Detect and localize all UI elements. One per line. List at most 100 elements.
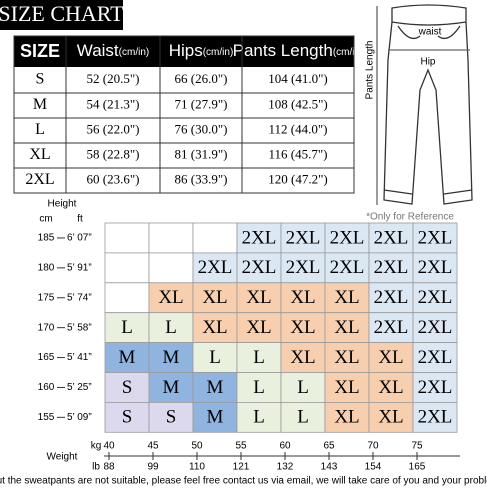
- note: *Only for Reference: [366, 212, 454, 223]
- table-cell: L: [35, 121, 45, 138]
- size-label: XL: [158, 287, 183, 308]
- footer: If you find out the sweatpants are not s…: [0, 476, 487, 487]
- grid-cell: [148, 282, 194, 314]
- table-header-bg: [14, 36, 354, 67]
- table-border: [13, 35, 355, 194]
- height-ft: 5’ 74”: [67, 292, 92, 303]
- header-cell: Pants Length(cm/in): [233, 41, 364, 60]
- pants-drawing: [376, 4, 473, 205]
- grid-cell: [104, 252, 150, 284]
- table-cell: M: [33, 96, 47, 113]
- table-cell: 52 (20.5"): [87, 71, 140, 86]
- weight-lb: 165: [409, 462, 426, 473]
- ft-unit: ft: [77, 214, 83, 225]
- weight-kg: 45: [147, 441, 159, 452]
- size-label: 2XL: [242, 257, 277, 278]
- header-label: SIZE: [20, 41, 60, 61]
- grid-cell: [368, 401, 414, 433]
- kg-unit: kg: [91, 441, 102, 452]
- size-label: 2XL: [418, 407, 453, 428]
- table-cell: 108 (42.5"): [268, 96, 327, 111]
- weight-kg: 60: [279, 441, 291, 452]
- size-label: 2XL: [418, 317, 453, 338]
- size-label: XL: [246, 317, 271, 338]
- size-label: 2XL: [374, 257, 409, 278]
- weight-title: Weight: [47, 452, 78, 463]
- size-label: XL: [290, 317, 315, 338]
- header-label: Pants Length: [233, 41, 333, 60]
- grid-cell: [192, 401, 238, 433]
- size-label: 2XL: [418, 377, 453, 398]
- size-label: L: [253, 407, 265, 428]
- size-label: S: [166, 407, 177, 428]
- grid-cell: [280, 312, 326, 344]
- size-label: 2XL: [286, 227, 321, 248]
- header-unit: (cm/in): [333, 47, 364, 58]
- grid-cell: [412, 282, 458, 314]
- height-ft: 5’ 91”: [67, 262, 92, 273]
- grid-cell: [324, 401, 370, 433]
- size-label: 2XL: [374, 317, 409, 338]
- table-cell: 104 (41.0"): [268, 71, 327, 86]
- grid-cell: [280, 222, 326, 254]
- weight-lb: 121: [233, 462, 250, 473]
- size-label: 2XL: [198, 257, 233, 278]
- size-label: S: [122, 377, 133, 398]
- height-title: Height: [48, 199, 77, 210]
- grid-cell: [412, 401, 458, 433]
- weight-kg: 65: [323, 441, 335, 452]
- header-cell: Waist(cm/in): [77, 41, 149, 60]
- size-label: 2XL: [330, 227, 365, 248]
- table-cell: 54 (21.3"): [87, 96, 140, 111]
- grid-cell: [148, 312, 194, 344]
- size-label: XL: [246, 287, 271, 308]
- size-label: M: [119, 347, 136, 368]
- grid-cell: [280, 342, 326, 373]
- grid-cell: [368, 282, 414, 314]
- size-grid: 2XL 2XL 2XL 2XL 2XL 2XL 2XL 2XL 2XL 2XL 2XL XL XL XL X…: [38, 222, 458, 473]
- grid-cell: [368, 312, 414, 344]
- size-label: M: [163, 377, 180, 398]
- height-ft: 5’ 25”: [67, 382, 92, 393]
- header-cell: SIZE: [20, 41, 60, 61]
- grid-cell: [148, 401, 194, 433]
- height-ft: 6’ 07”: [67, 233, 92, 244]
- size-label: XL: [334, 287, 359, 308]
- grid-cell: [192, 342, 238, 373]
- table-cell: 120 (47.2"): [268, 171, 327, 186]
- grid-cell: [412, 252, 458, 284]
- hip-label: Hip: [420, 57, 435, 68]
- size-label: L: [253, 377, 265, 398]
- size-label: XL: [290, 287, 315, 308]
- size-label: M: [163, 347, 180, 368]
- size-label: 2XL: [374, 287, 409, 308]
- height-cm: 170: [38, 322, 55, 333]
- table-cell: 116 (45.7"): [269, 146, 328, 161]
- grid-cell: [148, 252, 194, 284]
- table-cell: 81 (31.9"): [175, 146, 228, 161]
- table-cell: 76 (30.0"): [175, 121, 228, 136]
- table-cell: 56 (22.0"): [87, 121, 140, 136]
- header-cell: Hips(cm/in): [169, 41, 234, 60]
- height-cm: 155: [38, 412, 55, 423]
- size-label: 2XL: [418, 347, 453, 368]
- size-label: 2XL: [286, 257, 321, 278]
- size-label: L: [121, 317, 133, 338]
- height-ft: 5’ 58”: [67, 322, 92, 333]
- height-cm: 175: [38, 292, 55, 303]
- size-label: XL: [334, 347, 359, 368]
- size-label: XL: [202, 317, 227, 338]
- weight-lb: 154: [365, 462, 382, 473]
- weight-kg: 70: [367, 441, 379, 452]
- size-label: L: [209, 347, 221, 368]
- grid-cell: [104, 312, 150, 344]
- grid-cell: [236, 312, 282, 344]
- table-cell: XL: [29, 146, 50, 163]
- height-cm: 185: [38, 233, 55, 244]
- grid-cell: [236, 342, 282, 373]
- grid-cell: [192, 312, 238, 344]
- grid-cell: [412, 342, 458, 373]
- grid-cell: [280, 252, 326, 284]
- grid-cell: [192, 252, 238, 284]
- weight-kg: 50: [191, 441, 203, 452]
